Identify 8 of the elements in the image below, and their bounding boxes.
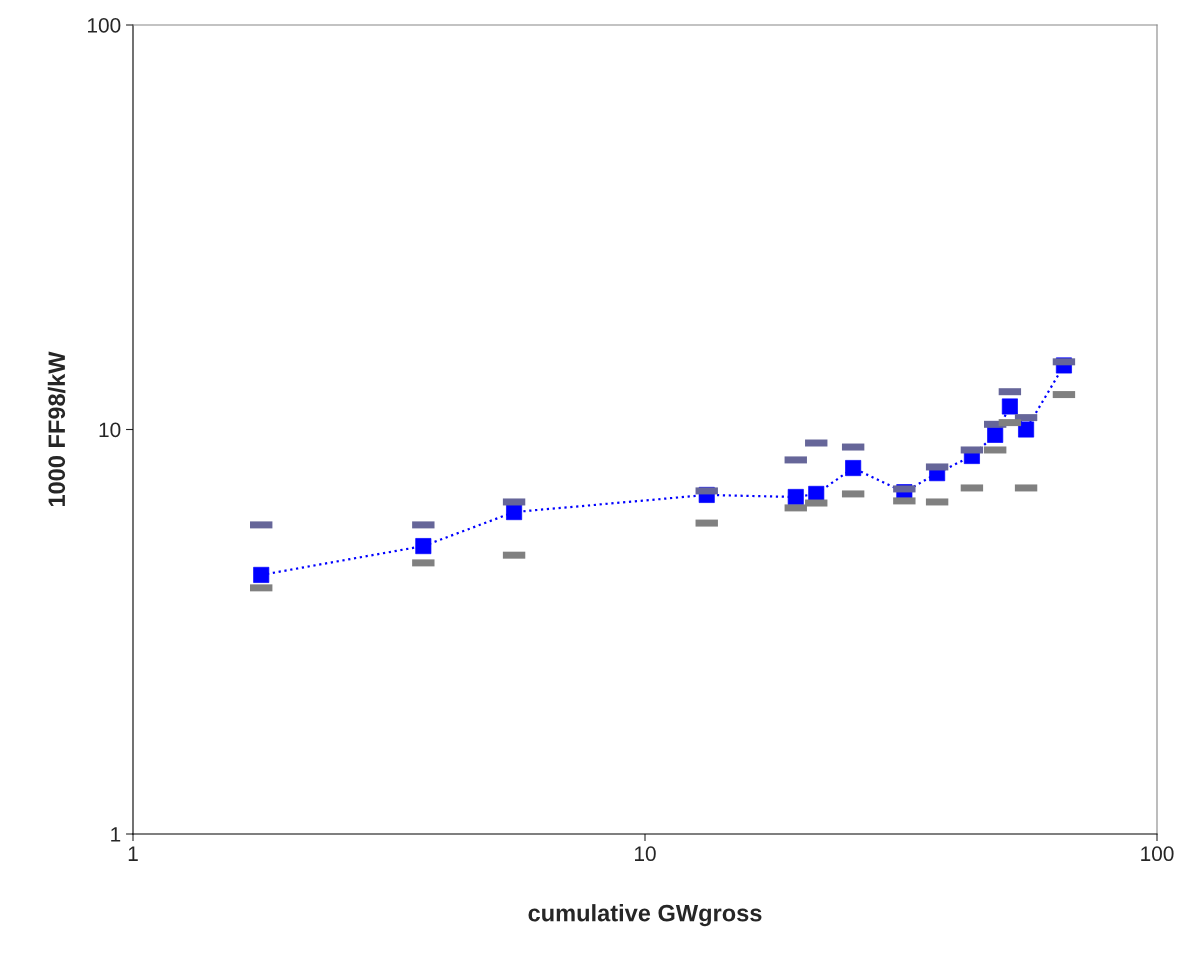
y-axis-title: 1000 FF98/kW	[47, 351, 66, 507]
y-tick-label: 100	[88, 18, 121, 33]
y-tick-label: 1	[111, 827, 121, 842]
x-axis-title: cumulative GWgross	[528, 904, 762, 927]
x-tick-label: 10	[635, 846, 656, 862]
x-tick-label: 1	[128, 846, 138, 861]
x-tick-label: 100	[1141, 846, 1174, 862]
y-tick-label: 10	[99, 422, 121, 438]
